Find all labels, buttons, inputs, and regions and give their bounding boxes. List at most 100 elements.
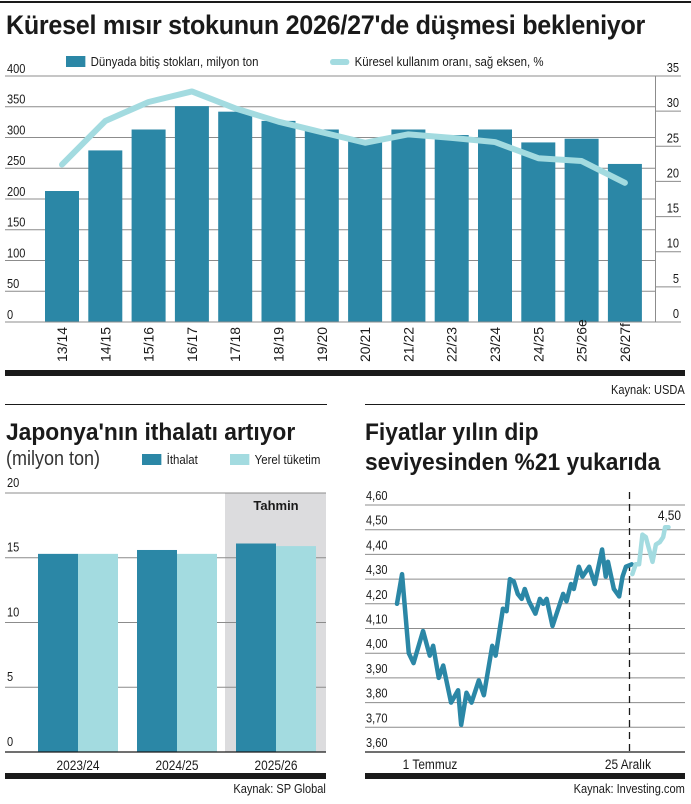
- y-tick: 0: [7, 734, 13, 749]
- x-tick-label: 23/24: [487, 327, 503, 362]
- x-tick-label: 20/21: [357, 327, 373, 362]
- x-tick-label: 17/18: [227, 327, 243, 362]
- x-tick-label: 21/22: [400, 327, 416, 362]
- y-tick-left: 50: [7, 276, 20, 291]
- y-tick: 4,30: [366, 562, 388, 577]
- legend-swatch-light: [330, 58, 350, 65]
- bar-consumption: [78, 553, 118, 752]
- y-tick-left: 0: [7, 307, 13, 322]
- right-chart-title-line1: Fiyatlar yılın dip: [365, 419, 539, 446]
- bar-stocks: [45, 191, 79, 322]
- bar-imports: [236, 543, 276, 752]
- y-tick-right: 20: [667, 166, 680, 181]
- y-tick: 3,80: [366, 686, 388, 701]
- y-tick-right: 30: [667, 95, 680, 110]
- x-tick-label: 1 Temmuz: [403, 756, 458, 772]
- x-tick-label: 24/25: [530, 327, 546, 362]
- bar-stocks: [88, 150, 123, 322]
- right-chart-bottom-bar: [365, 773, 685, 779]
- y-tick: 4,20: [366, 587, 388, 602]
- bar-stocks: [218, 111, 253, 322]
- bar-stocks: [304, 129, 339, 322]
- y-tick: 15: [7, 540, 20, 555]
- y-tick: 4,40: [366, 538, 388, 553]
- bar-imports: [137, 549, 177, 752]
- legend-item-stocks: Dünyada bitiş stokları, milyon ton: [66, 54, 259, 69]
- top-source: Kaynak: USDA: [611, 382, 685, 397]
- y-tick-right: 0: [673, 306, 679, 321]
- x-tick-label: 16/17: [184, 327, 200, 362]
- legend-item-usage: Küresel kullanım oranı, sağ eksen, %: [330, 54, 543, 69]
- legend-label-stocks: Dünyada bitiş stokları, milyon ton: [90, 54, 259, 69]
- bar-stocks: [174, 106, 209, 322]
- legend-item-consumption: Yerel tüketim: [230, 452, 320, 467]
- left-chart-unit: (milyon ton): [6, 448, 101, 470]
- left-separator: [5, 404, 327, 405]
- y-tick: 3,60: [366, 735, 388, 750]
- end-value-label: 4,50: [658, 507, 681, 523]
- legend-swatch-dark: [66, 56, 86, 67]
- y-tick-left: 100: [7, 246, 26, 261]
- price-line-chart: 3,60 3,70 3,80 3,90 4,00 4,10 4,20 4,30 4,40 4,50…: [365, 488, 685, 772]
- x-tick-label: 25/26e: [574, 319, 590, 362]
- left-chart-title: Japonya'nın ithalatı artıyor: [6, 419, 296, 446]
- y-tick: 4,60: [366, 488, 388, 503]
- bar-consumption: [276, 546, 316, 752]
- x-tick-label: 2024/25: [156, 757, 199, 773]
- x-tick-label: 22/23: [444, 327, 460, 362]
- y-tick-right: 25: [667, 130, 680, 145]
- x-tick-label: 19/20: [314, 327, 330, 362]
- x-tick-label: 25 Aralık: [605, 756, 652, 772]
- y-tick-left: 300: [7, 123, 26, 138]
- y-tick-right: 15: [667, 201, 680, 216]
- bar-stocks: [521, 142, 556, 322]
- x-tick-label: 18/19: [271, 327, 287, 362]
- bar-stocks: [607, 163, 642, 322]
- x-tick-label: 2025/26: [255, 757, 298, 773]
- legend-item-imports: İthalat: [142, 452, 198, 467]
- y-tick: 4,50: [366, 513, 388, 528]
- y-tick-right: 5: [673, 271, 679, 286]
- top-chart-bottom-bar: [5, 370, 685, 376]
- top-rule: [0, 1, 691, 3]
- x-tick-label: 15/16: [141, 327, 157, 362]
- y-tick: 10: [7, 605, 20, 620]
- bar-stocks: [348, 141, 383, 322]
- y-tick: 5: [7, 669, 13, 684]
- y-tick: 3,70: [366, 710, 388, 725]
- legend-label-consumption: Yerel tüketim: [254, 452, 321, 467]
- bar-stocks: [434, 135, 469, 322]
- left-chart-bottom-bar: [5, 773, 326, 779]
- right-separator: [365, 404, 685, 405]
- y-tick-left: 250: [7, 153, 26, 168]
- y-tick: 3,90: [366, 661, 388, 676]
- y-tick: 20: [7, 475, 20, 490]
- forecast-label: Tahmin: [253, 498, 298, 513]
- top-combo-chart: 0 50 100 150 200 250 300 350 400 0 5 10 15 20 25 30 35 13…: [5, 60, 681, 362]
- y-tick-left: 200: [7, 184, 26, 199]
- y-tick: 4,00: [366, 636, 388, 651]
- bar-stocks: [261, 120, 296, 323]
- japan-imports-chart: Tahmin 0 5 10 15 20 2023/24 2024/25 2025/26: [5, 475, 326, 773]
- x-tick-label: 13/14: [54, 327, 70, 362]
- price-line: [394, 547, 635, 728]
- x-tick-label: 2023/24: [57, 757, 100, 773]
- usage-rate-line: [59, 88, 628, 186]
- x-tick-label: 14/15: [97, 327, 113, 362]
- legend-label-usage: Küresel kullanım oranı, sağ eksen, %: [354, 54, 544, 69]
- price-line-recent: [630, 524, 671, 577]
- bar-stocks: [131, 129, 166, 322]
- legend-swatch-consumption: [230, 454, 250, 465]
- bar-consumption: [177, 553, 217, 752]
- y-tick-right: 35: [667, 60, 680, 75]
- bar-imports: [38, 553, 78, 752]
- right-chart-title-line2: seviyesinden %21 yukarıda: [365, 449, 661, 476]
- y-tick-left: 350: [7, 92, 26, 107]
- y-tick-right: 10: [667, 236, 680, 251]
- y-tick-left: 150: [7, 215, 26, 230]
- y-tick: 4,10: [366, 612, 388, 627]
- left-source: Kaynak: SP Global: [233, 781, 326, 796]
- main-chart-title: Küresel mısır stokunun 2026/27'de düşmes…: [6, 10, 646, 40]
- legend-swatch-imports: [142, 454, 162, 465]
- legend-label-imports: İthalat: [166, 452, 198, 467]
